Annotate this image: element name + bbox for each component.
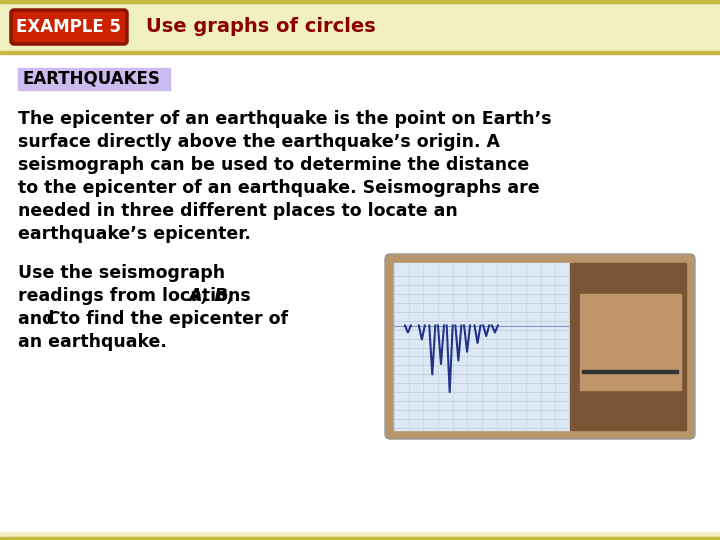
Bar bbox=[580, 294, 681, 390]
Bar bbox=[0, 272, 720, 280]
Bar bbox=[0, 51, 720, 54]
Bar bbox=[0, 344, 720, 352]
Bar bbox=[0, 536, 720, 540]
Bar bbox=[0, 16, 720, 24]
Bar bbox=[0, 8, 720, 16]
Bar bbox=[0, 216, 720, 224]
Bar bbox=[0, 120, 720, 128]
Bar bbox=[0, 496, 720, 504]
Bar bbox=[0, 264, 720, 272]
Bar bbox=[0, 48, 720, 56]
Text: to the epicenter of an earthquake. Seismographs are: to the epicenter of an earthquake. Seism… bbox=[18, 179, 539, 197]
Bar bbox=[0, 456, 720, 464]
Bar bbox=[0, 432, 720, 440]
Text: Use graphs of circles: Use graphs of circles bbox=[146, 17, 376, 37]
FancyBboxPatch shape bbox=[11, 10, 127, 44]
Bar bbox=[0, 72, 720, 80]
Bar bbox=[0, 144, 720, 152]
Bar bbox=[0, 384, 720, 392]
Text: earthquake’s epicenter.: earthquake’s epicenter. bbox=[18, 225, 251, 243]
Bar bbox=[0, 88, 720, 96]
Bar bbox=[0, 440, 720, 448]
Text: to find the epicenter of: to find the epicenter of bbox=[55, 310, 289, 328]
Bar bbox=[0, 424, 720, 432]
Bar bbox=[0, 416, 720, 424]
Bar bbox=[394, 263, 572, 430]
Bar bbox=[0, 54, 720, 531]
Bar bbox=[0, 136, 720, 144]
Bar bbox=[0, 152, 720, 160]
Bar bbox=[0, 64, 720, 72]
Text: Use the seismograph: Use the seismograph bbox=[18, 264, 225, 282]
Text: A, B,: A, B, bbox=[189, 287, 235, 305]
Text: needed in three different places to locate an: needed in three different places to loca… bbox=[18, 202, 458, 220]
Bar bbox=[0, 472, 720, 480]
Bar bbox=[0, 480, 720, 488]
Bar bbox=[0, 400, 720, 408]
Bar bbox=[0, 104, 720, 112]
Bar bbox=[0, 176, 720, 184]
Bar bbox=[0, 392, 720, 400]
Bar bbox=[0, 376, 720, 384]
Bar bbox=[0, 24, 720, 32]
Bar bbox=[0, 224, 720, 232]
Bar bbox=[0, 32, 720, 40]
Bar bbox=[0, 192, 720, 200]
Bar bbox=[0, 184, 720, 192]
Bar bbox=[0, 352, 720, 360]
Bar bbox=[0, 296, 720, 304]
Bar bbox=[0, 368, 720, 376]
Bar bbox=[570, 263, 686, 430]
Bar bbox=[0, 56, 720, 64]
Bar bbox=[0, 504, 720, 512]
Bar bbox=[0, 96, 720, 104]
Text: an earthquake.: an earthquake. bbox=[18, 333, 167, 351]
Bar bbox=[0, 512, 720, 520]
Bar bbox=[0, 488, 720, 496]
Bar bbox=[0, 448, 720, 456]
Text: surface directly above the earthquake’s origin. A: surface directly above the earthquake’s … bbox=[18, 133, 500, 151]
Bar bbox=[0, 520, 720, 528]
Bar bbox=[0, 0, 720, 52]
Bar bbox=[0, 0, 720, 8]
Text: seismograph can be used to determine the distance: seismograph can be used to determine the… bbox=[18, 156, 529, 174]
FancyBboxPatch shape bbox=[385, 254, 695, 439]
Text: and: and bbox=[18, 310, 60, 328]
Bar bbox=[0, 408, 720, 416]
Bar bbox=[0, 128, 720, 136]
Text: EXAMPLE 5: EXAMPLE 5 bbox=[17, 18, 122, 36]
Bar bbox=[0, 256, 720, 264]
Bar bbox=[0, 336, 720, 344]
Bar bbox=[18, 68, 170, 90]
Bar bbox=[0, 360, 720, 368]
Bar bbox=[0, 248, 720, 256]
Bar bbox=[0, 320, 720, 328]
Bar bbox=[582, 370, 678, 373]
Text: EARTHQUAKES: EARTHQUAKES bbox=[23, 70, 161, 88]
Bar bbox=[0, 288, 720, 296]
Bar bbox=[0, 112, 720, 120]
Bar bbox=[0, 537, 720, 540]
Text: C: C bbox=[46, 310, 59, 328]
Bar bbox=[0, 528, 720, 536]
Text: The epicenter of an earthquake is the point on Earth’s: The epicenter of an earthquake is the po… bbox=[18, 110, 552, 128]
Bar bbox=[0, 240, 720, 248]
Bar bbox=[0, 80, 720, 88]
Bar bbox=[0, 0, 720, 3]
Bar bbox=[0, 312, 720, 320]
Bar bbox=[0, 40, 720, 48]
Bar bbox=[0, 531, 720, 537]
Bar bbox=[0, 304, 720, 312]
Bar bbox=[0, 464, 720, 472]
Bar bbox=[0, 232, 720, 240]
Bar bbox=[0, 168, 720, 176]
Bar bbox=[0, 208, 720, 216]
Bar bbox=[0, 200, 720, 208]
Bar bbox=[0, 280, 720, 288]
Bar bbox=[0, 160, 720, 168]
Bar bbox=[0, 328, 720, 336]
Text: readings from locations: readings from locations bbox=[18, 287, 257, 305]
